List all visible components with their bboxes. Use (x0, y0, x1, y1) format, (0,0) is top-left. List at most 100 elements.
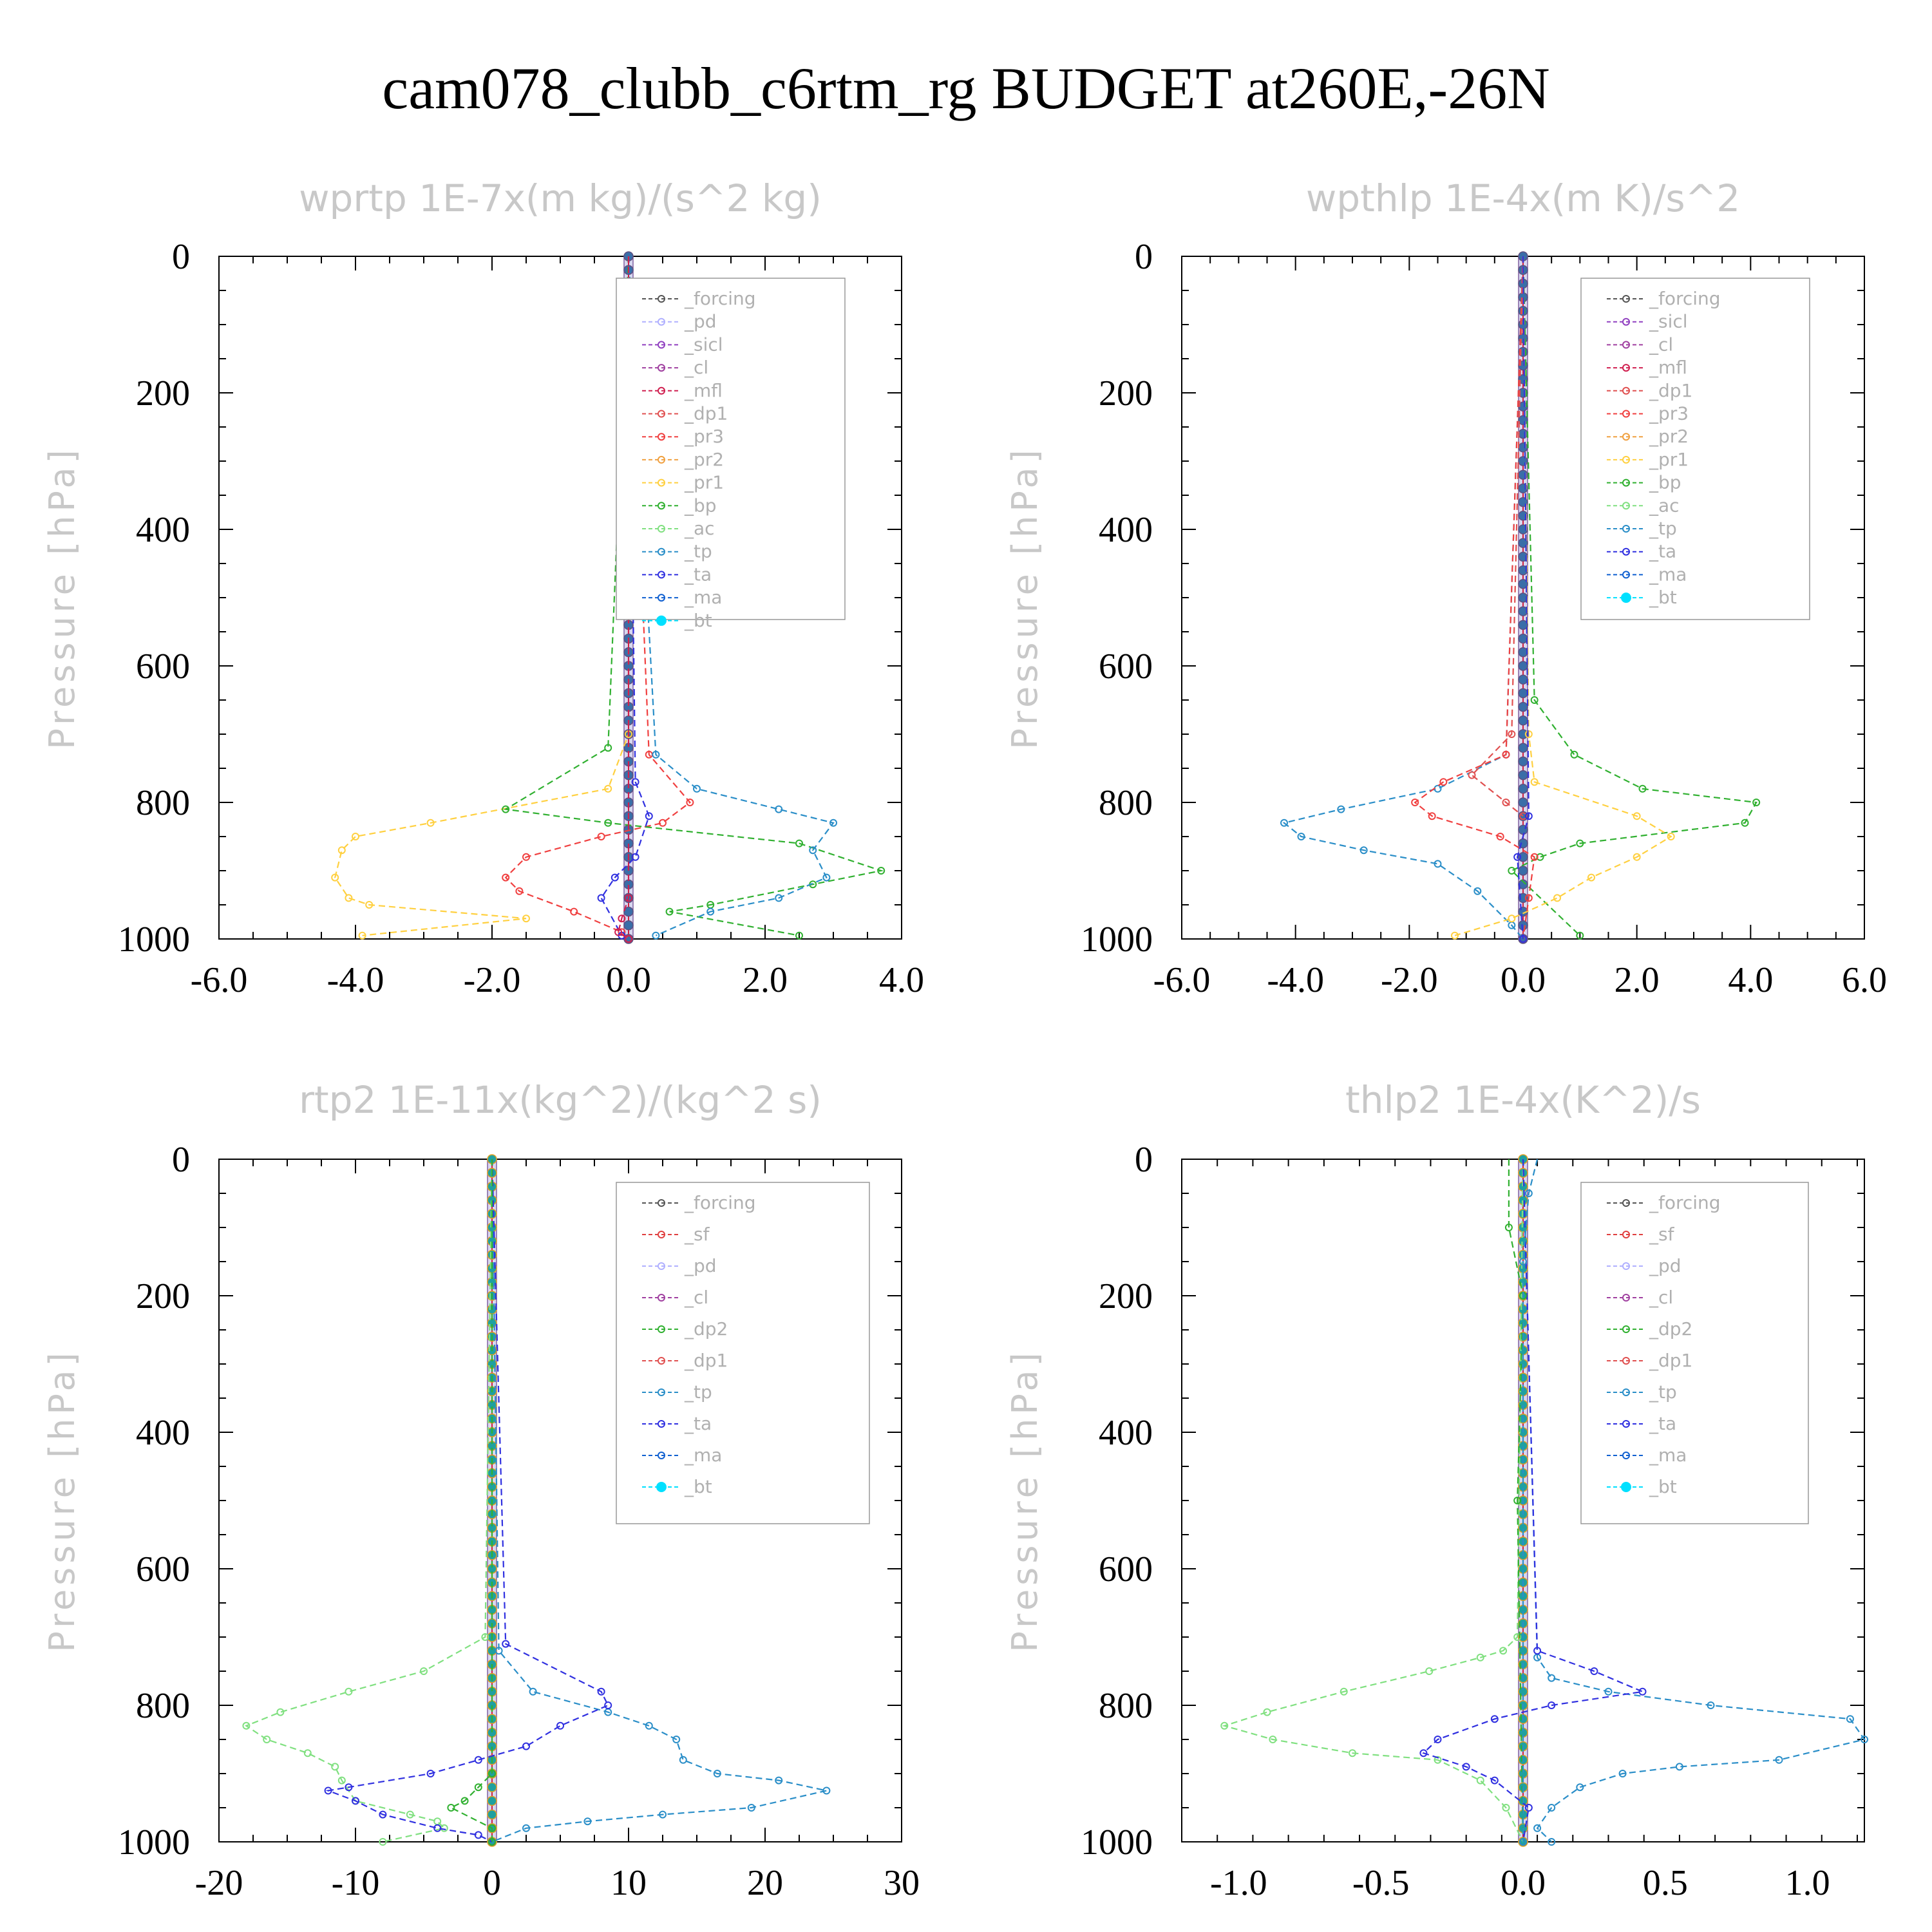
data-point-dp2-5 (488, 1824, 496, 1832)
legend-box (1580, 278, 1810, 620)
data-point-tp-7 (1434, 860, 1442, 868)
data-point-pr3-6 (502, 873, 510, 882)
data-point-tp-7 (713, 1770, 721, 1777)
legend-marker-ma (1622, 571, 1630, 579)
data-point-tp-12 (583, 1817, 592, 1826)
legend-label-bp: _bp (684, 495, 717, 516)
legend-marker-bt (656, 615, 667, 626)
data-point-tp-6 (822, 873, 831, 882)
legend-marker-ma (658, 1452, 665, 1459)
data-point-tp-7 (1775, 1756, 1783, 1764)
data-point-bp-4 (1752, 799, 1761, 806)
data-point-pr1-5 (1633, 853, 1641, 861)
y-axis-label: Pressure [hPa] (1005, 446, 1045, 749)
data-point-pr1-9 (522, 914, 530, 923)
data-point-tp-2 (1548, 1674, 1556, 1682)
legend-label-ma: _ma (684, 1444, 722, 1466)
data-point-pr1-8 (1508, 914, 1516, 923)
data-point-tp_top-2 (1519, 1258, 1527, 1265)
data-point-pr3-7 (1524, 894, 1533, 902)
legend-marker-dp2 (1622, 1325, 1630, 1333)
legend-label-forcing: _forcing (1649, 1192, 1721, 1213)
data-point-ta-3 (604, 1701, 612, 1709)
data-point-pr1-10 (358, 931, 366, 940)
legend-marker-mfl (658, 386, 665, 395)
x-tick-label: 4.0 (879, 960, 924, 1000)
data-point-pr3-1 (1502, 750, 1510, 759)
data-point-pr1-7 (1553, 894, 1561, 902)
legend-marker-dp1 (658, 1357, 665, 1365)
legend-label-tp: _tp (684, 541, 712, 562)
legend-label-bt: _bt (684, 1476, 712, 1497)
data-point-ta-11 (379, 1810, 387, 1819)
data-point-tp-11 (659, 1810, 667, 1819)
data-point-ta-2 (597, 1687, 605, 1696)
y-tick-label: 600 (1099, 647, 1153, 687)
x-tick-label: 10 (611, 1863, 647, 1903)
data-point-pr1-9 (1451, 931, 1459, 940)
legend-marker-sf (658, 1231, 665, 1238)
legend-label-pd: _pd (684, 311, 717, 332)
legend-label-bt: _bt (684, 610, 712, 631)
legend-marker-ta (1622, 1420, 1630, 1428)
x-tick-label: -6.0 (1153, 960, 1211, 1000)
data-point-dp2-2 (474, 1783, 482, 1792)
data-point-tp-3 (1604, 1687, 1613, 1696)
legend-label-ma: _ma (1649, 564, 1687, 585)
legend-marker-bt (656, 1482, 667, 1492)
legend-marker-bp (658, 502, 665, 510)
zero-marker (1518, 743, 1528, 753)
data-point-dp2-3 (460, 1797, 469, 1805)
panel-3: rtp2 1E-11x(kg^2)/(kg^2 s) Pressure [hPa]… (42, 1078, 920, 1903)
data-point-tp-5 (1297, 833, 1305, 840)
data-point-tp-6 (1359, 846, 1368, 855)
x-tick-label: -6.0 (191, 960, 248, 1000)
data-point-dp1-12 (433, 1817, 442, 1826)
zero-marker (1518, 442, 1528, 453)
series-line-dp1 (1222, 1159, 1524, 1842)
legend-label-ta: _ta (684, 1413, 712, 1434)
y-tick-label: 800 (1099, 1686, 1153, 1726)
series-line-dp1 (245, 1159, 493, 1843)
zero-marker (1518, 565, 1528, 576)
legend-marker-pr1 (1622, 455, 1630, 464)
zero-marker (1518, 633, 1528, 644)
zero-marker (1518, 797, 1528, 808)
data-point-dp1-9 (1349, 1749, 1356, 1757)
legend-marker-tp (1622, 1388, 1630, 1396)
series-line-tp (491, 1159, 827, 1843)
data-point-dp1-8 (331, 1763, 339, 1771)
legend-marker-ac (658, 525, 665, 533)
legend-marker-ma (1622, 1452, 1630, 1459)
y-tick-label: 0 (172, 237, 190, 277)
y-tick-label: 200 (1099, 374, 1153, 413)
data-point-dp1-11 (406, 1810, 414, 1819)
data-point-tp-5 (672, 1736, 681, 1743)
data-point-tp-3 (1337, 805, 1345, 813)
series-line-tp (1522, 1159, 1866, 1842)
panel-2: wpthlp 1E-4x(m K)/s^2 Pressure [hPa] 0 200 4… (1005, 176, 1887, 1000)
panel-title: wprtp 1E-7x(m kg)/(s^2 kg) (299, 176, 822, 220)
legend: _forcing_sicl_cl_mfl_dp1_pr3_pr2_pr1_bp_… (1580, 278, 1810, 620)
data-point-dp1-11 (1476, 1776, 1484, 1785)
series-line-pr3 (1414, 256, 1535, 940)
data-point-dp1-2 (420, 1667, 428, 1675)
data-point-dp1-2 (1468, 771, 1476, 779)
data-point-dp1-3 (345, 1687, 353, 1696)
y-tick-label: 600 (1099, 1549, 1153, 1589)
series-line-ta (325, 1159, 609, 1842)
legend-label-dp1: _dp1 (684, 403, 728, 424)
series-line-dp1 (1470, 256, 1524, 817)
data-point-pr1-2 (604, 784, 612, 793)
data-point-ta-6 (474, 1756, 482, 1764)
data-point-bp-1 (1530, 696, 1539, 704)
series-line-bp (503, 256, 884, 936)
x-tick-label: -20 (195, 1863, 243, 1903)
x-tick-label: 30 (884, 1863, 920, 1903)
legend-label-pr2: _pr2 (684, 449, 724, 470)
data-point-dp2-1 (1504, 1224, 1513, 1231)
legend-label-pd: _pd (1649, 1255, 1681, 1276)
legend-marker-bt (1621, 592, 1631, 603)
data-point-tp-7 (775, 894, 783, 902)
legend-marker-cl (658, 364, 665, 372)
